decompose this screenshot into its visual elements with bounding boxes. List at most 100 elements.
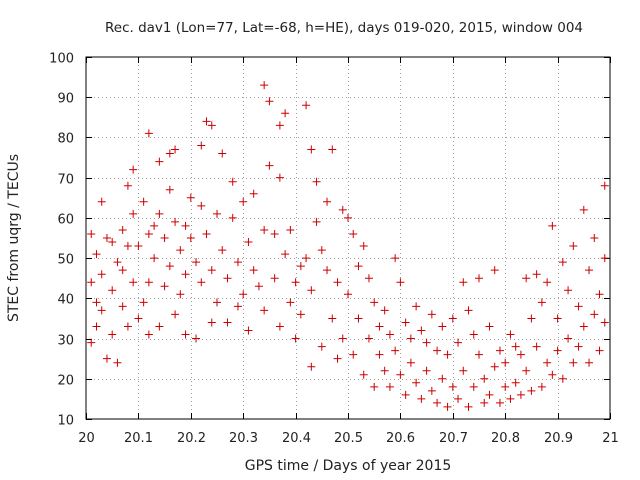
- data-point: [286, 225, 295, 234]
- x-tick-label: 20.3: [229, 431, 258, 446]
- data-point: [501, 358, 510, 367]
- data-point: [433, 398, 442, 407]
- y-tick-label: 10: [57, 414, 74, 429]
- data-point: [370, 298, 379, 307]
- data-point: [375, 350, 384, 359]
- data-point: [485, 390, 494, 399]
- data-point: [155, 209, 164, 218]
- x-tick-label: 20.1: [124, 431, 153, 446]
- data-point: [92, 322, 101, 331]
- data-points: [87, 81, 609, 411]
- data-point: [511, 378, 520, 387]
- data-point: [207, 318, 216, 327]
- data-point: [380, 366, 389, 375]
- data-point: [260, 306, 269, 315]
- data-point: [97, 197, 106, 206]
- data-point: [338, 334, 347, 343]
- data-point: [480, 398, 489, 407]
- data-point: [118, 266, 127, 275]
- data-point: [422, 338, 431, 347]
- data-point: [307, 362, 316, 371]
- data-point: [197, 141, 206, 150]
- data-point: [102, 354, 111, 363]
- data-point: [401, 390, 410, 399]
- data-point: [490, 362, 499, 371]
- data-point: [150, 221, 159, 230]
- data-point: [412, 302, 421, 311]
- x-tick-label: 20.7: [439, 431, 468, 446]
- data-point: [228, 177, 237, 186]
- data-point: [139, 298, 148, 307]
- data-point: [375, 322, 384, 331]
- data-point: [302, 101, 311, 110]
- data-point: [469, 382, 478, 391]
- data-point: [417, 326, 426, 335]
- data-point: [600, 181, 609, 190]
- x-tick-label: 20: [78, 431, 95, 446]
- data-point: [359, 242, 368, 251]
- data-point: [406, 334, 415, 343]
- data-point: [155, 322, 164, 331]
- data-point: [118, 225, 127, 234]
- data-point: [108, 330, 117, 339]
- data-point: [516, 390, 525, 399]
- data-point: [579, 322, 588, 331]
- data-point: [427, 310, 436, 319]
- data-point: [564, 286, 573, 295]
- data-point: [296, 262, 305, 271]
- x-tick-label: 20.8: [491, 431, 520, 446]
- data-point: [87, 278, 96, 287]
- x-tick-label: 20.6: [386, 431, 415, 446]
- data-point: [171, 145, 180, 154]
- data-point: [558, 258, 567, 267]
- data-point: [155, 157, 164, 166]
- data-point: [564, 334, 573, 343]
- data-point: [134, 314, 143, 323]
- data-point: [574, 342, 583, 351]
- data-point: [192, 258, 201, 267]
- data-point: [123, 242, 132, 251]
- data-point: [92, 250, 101, 259]
- data-point: [171, 217, 180, 226]
- data-point: [532, 270, 541, 279]
- data-point: [249, 266, 258, 275]
- data-point: [469, 330, 478, 339]
- data-point: [181, 221, 190, 230]
- data-point: [87, 229, 96, 238]
- data-point: [144, 129, 153, 138]
- data-point: [97, 270, 106, 279]
- data-point: [108, 238, 117, 247]
- data-point: [475, 274, 483, 283]
- data-point: [516, 350, 525, 359]
- data-point: [181, 330, 190, 339]
- data-point: [448, 314, 457, 323]
- y-tick-label: 30: [57, 334, 74, 349]
- data-point: [165, 185, 174, 194]
- data-point: [553, 314, 562, 323]
- data-point: [464, 306, 473, 315]
- x-tick-label: 20.2: [177, 431, 206, 446]
- data-point: [249, 189, 258, 198]
- data-point: [312, 177, 321, 186]
- data-point: [532, 342, 541, 351]
- y-tick-label: 100: [49, 52, 74, 67]
- data-point: [574, 302, 583, 311]
- data-point: [422, 366, 431, 375]
- data-point: [558, 374, 567, 383]
- data-point: [218, 246, 227, 255]
- data-point: [391, 254, 400, 263]
- data-point: [113, 258, 122, 267]
- data-point: [144, 278, 153, 287]
- data-point: [380, 306, 389, 315]
- data-point: [323, 197, 332, 206]
- data-point: [485, 322, 494, 331]
- data-point: [385, 382, 394, 391]
- data-point: [213, 298, 221, 307]
- x-tick-label: 20.9: [544, 431, 573, 446]
- data-point: [527, 386, 536, 395]
- data-point: [569, 358, 578, 367]
- data-point: [333, 278, 342, 287]
- data-point: [260, 225, 269, 234]
- data-point: [108, 286, 117, 295]
- data-point: [443, 350, 452, 359]
